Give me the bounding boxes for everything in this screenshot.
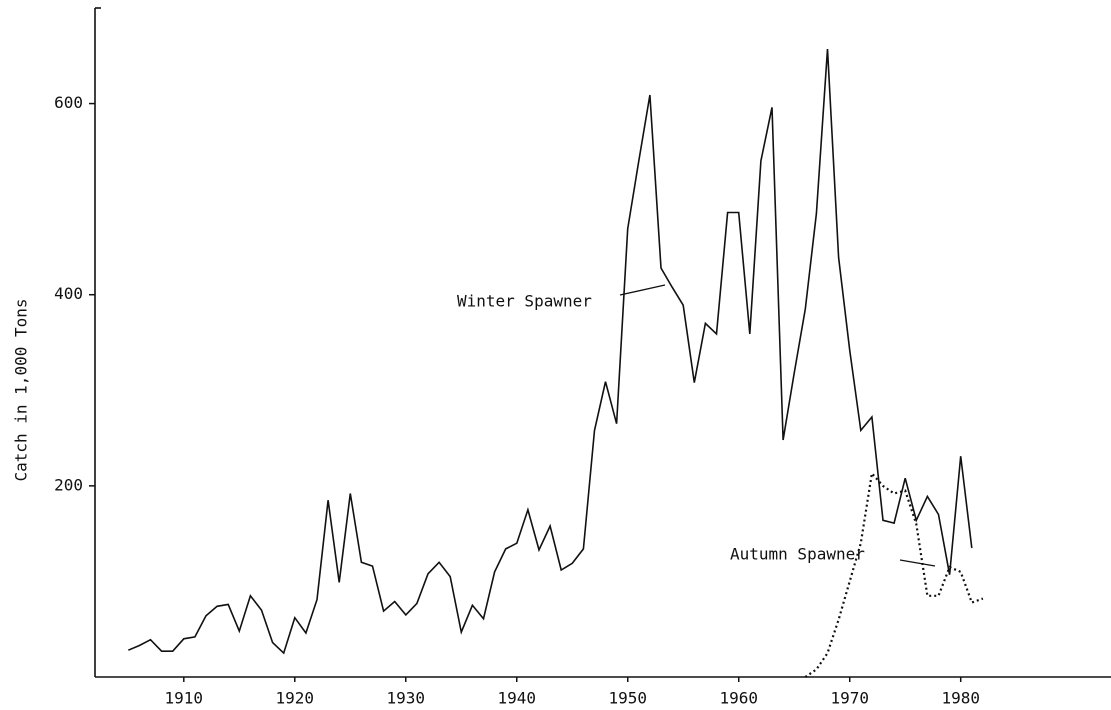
annotation-leader (619, 284, 666, 296)
x-tick-label: 1940 (497, 689, 536, 708)
y-tick-label: 400 (54, 284, 83, 303)
x-tick-label: 1930 (387, 689, 426, 708)
x-tick-label: 1970 (830, 689, 869, 708)
series-line (804, 470, 984, 678)
x-tick-label: 1950 (608, 689, 647, 708)
series-annotation: Winter Spawner (457, 292, 592, 311)
annotation-leader (899, 559, 936, 567)
x-tick-label: 1960 (719, 689, 758, 708)
y-tick-label: 200 (54, 475, 83, 494)
x-tick-label: 1920 (276, 689, 315, 708)
y-tick-label: 600 (54, 93, 83, 112)
y-axis-label: Catch in 1,000 Tons (12, 298, 31, 481)
x-tick-label: 1980 (941, 689, 980, 708)
x-tick-label: 1910 (165, 689, 204, 708)
series-line (127, 49, 973, 655)
series-annotation: Autumn Spawner (730, 545, 865, 564)
